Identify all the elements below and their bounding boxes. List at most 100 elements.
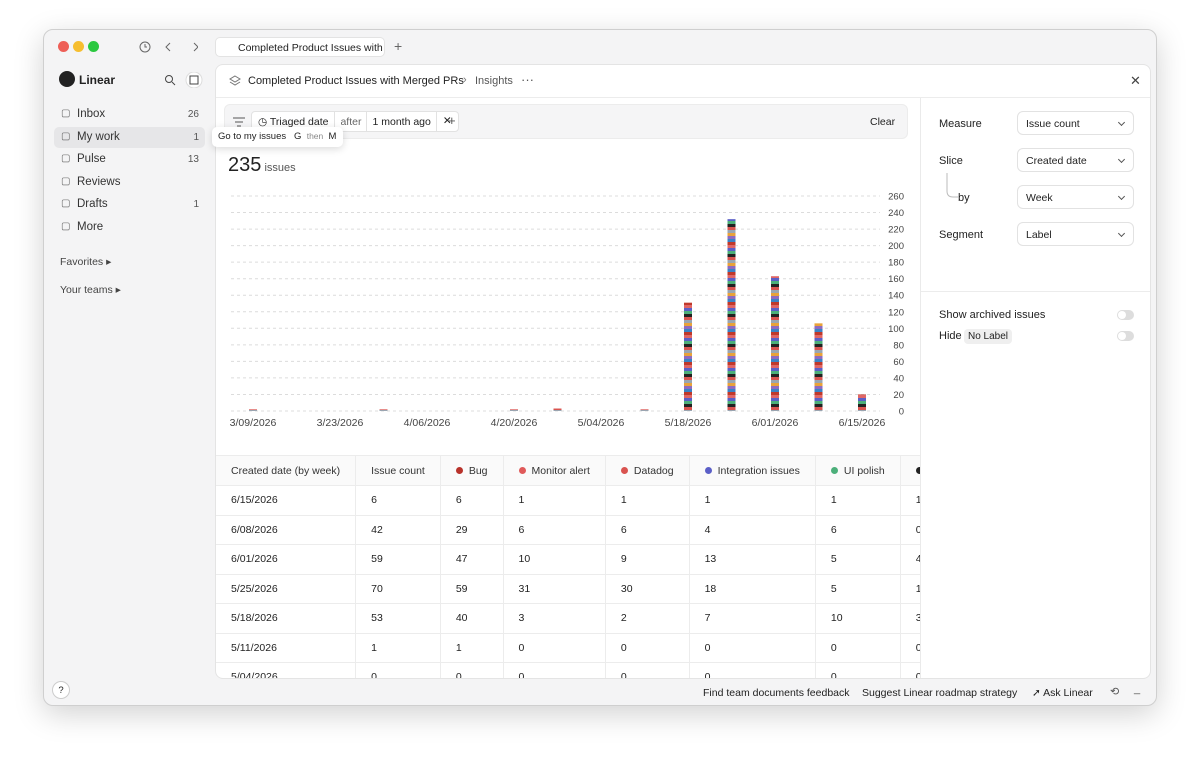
minimize-button[interactable] [73, 41, 84, 52]
table-row: 5/04/20260000000 [216, 662, 920, 678]
table-cell: 6 [815, 515, 901, 545]
table-cell: 1 [355, 633, 441, 663]
nav-label: Pulse [77, 153, 106, 166]
nav-item[interactable]: ▢ Reviews [54, 172, 205, 193]
column-header[interactable]: Datadog [605, 456, 690, 486]
table-cell: 59 [440, 574, 504, 604]
column-header[interactable]: Integration issues [689, 456, 816, 486]
table-cell: 31 [503, 574, 606, 604]
workspace-name[interactable]: Linear [79, 73, 116, 87]
table-cell: 7 [689, 603, 816, 634]
y-tick-label: 40 [893, 373, 904, 384]
nav-label: Drafts [77, 198, 108, 211]
dropdown[interactable]: Label [1017, 222, 1134, 246]
clear-button[interactable]: Clear [870, 116, 896, 128]
filter-icon[interactable] [233, 117, 245, 127]
table-cell: 53 [355, 603, 441, 634]
nav-item[interactable]: ▢ Pulse 13 [54, 149, 205, 170]
column-label: Created date (by week) [231, 464, 341, 477]
toggle-label: Hide [939, 330, 962, 342]
separator: › [463, 74, 467, 86]
bar [814, 323, 823, 411]
nav-item[interactable]: ▢ Drafts 1 [54, 194, 205, 215]
filter-operator[interactable]: after [335, 112, 368, 131]
bar [553, 408, 562, 411]
setting-label: by [958, 192, 970, 204]
ask-button[interactable]: ➚ Ask Linear [1032, 687, 1093, 699]
column-label: Issue count [371, 464, 425, 477]
y-tick-label: 100 [888, 324, 904, 335]
column-label: Datadog [633, 464, 674, 477]
table-cell: 0 [900, 633, 920, 663]
table-cell: 0 [689, 662, 816, 678]
column-header[interactable]: UI polish [815, 456, 901, 486]
nav-item[interactable]: ▢ My work 1 [54, 126, 205, 148]
table-cell: 2 [605, 603, 690, 634]
toggle[interactable] [1117, 331, 1134, 341]
filter-value[interactable]: 1 month ago [367, 112, 437, 131]
filter-remove[interactable]: ✕ [442, 115, 452, 127]
column-header[interactable]: Monitor alert [503, 456, 606, 486]
column-header[interactable]: GitH [900, 456, 920, 486]
key-sep: then [306, 131, 324, 141]
history-nav[interactable] [138, 40, 198, 54]
table-cell: 0 [503, 662, 606, 678]
nav-item[interactable]: ▢ Inbox 26 [54, 104, 205, 125]
table-cell: 13 [689, 544, 816, 575]
setting-label: Measure [939, 118, 982, 130]
nav-item[interactable]: ▢ More [54, 217, 205, 238]
history-button[interactable]: ⟲ [1110, 686, 1120, 698]
table-cell: 47 [440, 544, 504, 575]
section[interactable]: Your teams ▸ [60, 284, 121, 296]
column-label: Integration issues [717, 464, 800, 477]
table-cell: 0 [605, 662, 690, 678]
table-cell: 6 [503, 515, 606, 545]
footer-link[interactable]: Find team documents feedback [703, 687, 850, 699]
column-header[interactable]: Created date (by week) [216, 456, 357, 486]
table-cell: 1 [900, 485, 920, 516]
y-tick-label: 120 [888, 307, 904, 318]
header-row: Created date (by week) Issue count Bug Moni… [216, 456, 920, 486]
add-filter[interactable]: + [448, 113, 456, 128]
close-panel[interactable]: ✕ [1130, 73, 1141, 88]
color-dot [830, 466, 838, 474]
tag: No Label [964, 329, 1013, 344]
table-cell: 4 [689, 515, 816, 545]
section-label: Favorites [60, 256, 104, 268]
nav-label: More [77, 221, 104, 233]
key: G [294, 131, 302, 142]
y-tick-label: 220 [888, 225, 904, 236]
column-header[interactable]: Issue count [355, 456, 441, 486]
filter-chip[interactable]: ◷ Triaged date after 1 month ago ✕ [251, 111, 459, 132]
column-header[interactable]: Bug [440, 456, 504, 486]
minimize-panel[interactable]: _ [1134, 683, 1141, 695]
table-cell: 6/01/2026 [216, 544, 357, 575]
section[interactable]: Favorites ▸ [60, 256, 112, 268]
close-button[interactable] [58, 41, 69, 52]
browser-tab[interactable]: Completed Product Issues with [215, 37, 385, 57]
nav-icon: ▢ [61, 108, 71, 119]
table-cell: 0 [355, 662, 441, 678]
filter-field[interactable]: ◷ Triaged date [252, 112, 336, 131]
bar [379, 409, 388, 411]
dropdown[interactable]: Created date [1017, 148, 1134, 172]
y-tick-label: 240 [888, 208, 904, 219]
table: Created date (by week) Issue count Bug Moni… [216, 456, 920, 678]
table-cell: 10 [815, 603, 901, 634]
footer-link[interactable]: Suggest Linear roadmap strategy [862, 687, 1018, 699]
dropdown[interactable]: Week [1017, 185, 1134, 209]
table-cell: 1 [503, 485, 606, 516]
help-button[interactable]: ? [52, 681, 70, 699]
breadcrumb[interactable]: Completed Product Issues with Merged PRs [248, 75, 464, 87]
breadcrumb-page[interactable]: Insights [475, 75, 513, 87]
table-cell: 0 [503, 633, 606, 663]
zoom-button[interactable] [88, 41, 99, 52]
toggle[interactable] [1117, 310, 1134, 320]
more-menu[interactable]: ··· [521, 72, 534, 87]
nav-label: Reviews [77, 175, 121, 188]
new-tab[interactable]: + [394, 38, 403, 54]
bar [684, 302, 692, 411]
dropdown[interactable]: Issue count [1017, 111, 1134, 135]
table-cell: 1 [815, 485, 901, 516]
sidebar-actions[interactable] [162, 72, 208, 88]
